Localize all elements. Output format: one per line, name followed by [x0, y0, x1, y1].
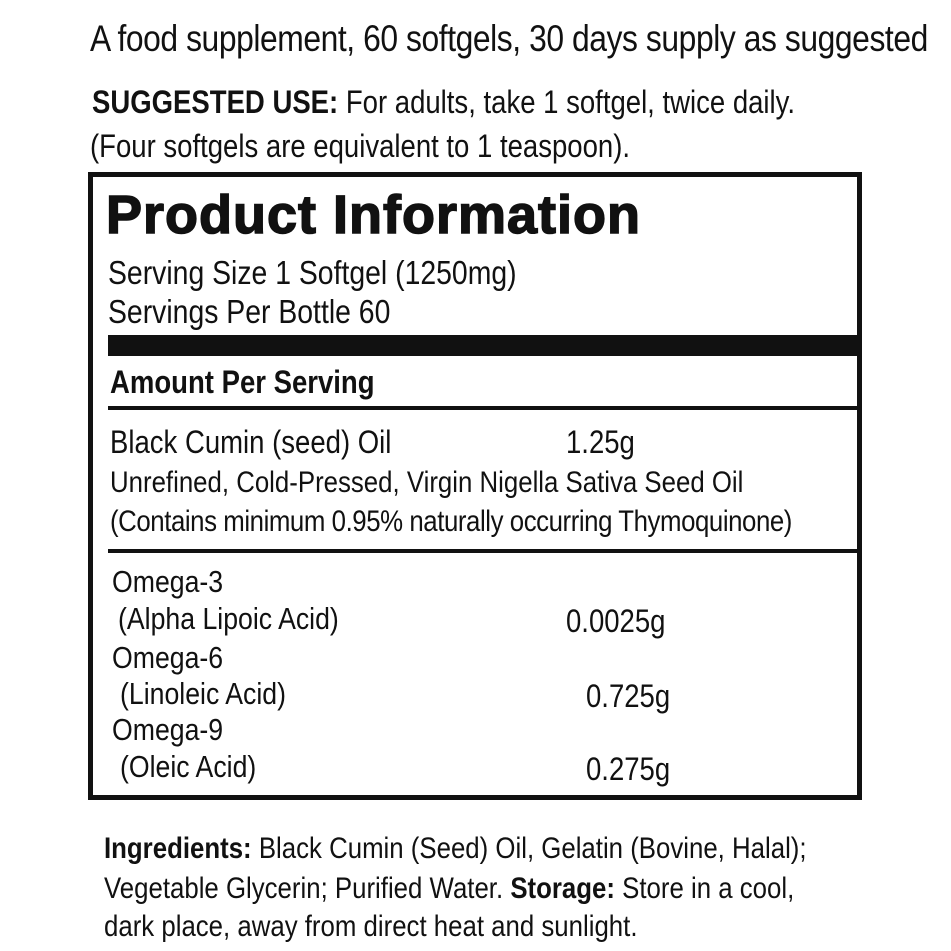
amount-per-serving-header: Amount Per Serving [110, 364, 375, 400]
panel-title: Product Information [105, 184, 641, 246]
ingredients-line-1: Ingredients: Black Cumin (Seed) Oil, Gel… [104, 832, 807, 866]
ingredients-text: Black Cumin (Seed) Oil, Gelatin (Bovine,… [258, 832, 807, 865]
storage-text: dark place, away from direct heat and su… [104, 910, 638, 943]
main-ingredient-name: Black Cumin (seed) Oil [110, 424, 392, 460]
omega-amount: 0.0025g [566, 603, 666, 639]
suggested-use-text: For adults, take 1 softgel, twice daily. [345, 84, 796, 120]
omega-source: (Linoleic Acid) [120, 676, 286, 711]
omega-name: Omega-9 [112, 712, 224, 747]
omega-source: (Oleic Acid) [120, 749, 257, 784]
equivalence-note: (Four softgels are equivalent to 1 teasp… [90, 128, 631, 164]
tagline: A food supplement, 60 softgels, 30 days … [90, 18, 928, 59]
divider [108, 406, 860, 410]
thick-divider [108, 335, 860, 356]
suggested-use-label: SUGGESTED USE: [92, 84, 339, 120]
servings-per-bottle: Servings Per Bottle 60 [108, 293, 391, 330]
serving-size: Serving Size 1 Softgel (1250mg) [108, 254, 517, 291]
omega-name: Omega-6 [112, 640, 224, 675]
omega-amount: 0.275g [586, 751, 671, 787]
storage-text: Store in a cool, [622, 872, 795, 905]
main-ingredient-amount: 1.25g [566, 424, 635, 460]
product-information-panel [88, 172, 862, 800]
ingredients-line-2: Vegetable Glycerin; Purified Water. Stor… [104, 872, 794, 906]
divider [108, 549, 860, 553]
storage-label: Storage: [510, 872, 615, 905]
main-ingredient-description: Unrefined, Cold-Pressed, Virgin Nigella … [110, 466, 744, 499]
omega-amount: 0.725g [586, 678, 671, 714]
omega-name: Omega-3 [112, 564, 224, 599]
ingredients-text: Vegetable Glycerin; Purified Water. [104, 872, 504, 905]
ingredients-label: Ingredients: [104, 832, 252, 865]
suggested-use: SUGGESTED USE: For adults, take 1 softge… [92, 84, 795, 121]
omega-source: (Alpha Lipoic Acid) [118, 601, 339, 636]
main-ingredient-note: (Contains minimum 0.95% naturally occurr… [110, 505, 792, 538]
